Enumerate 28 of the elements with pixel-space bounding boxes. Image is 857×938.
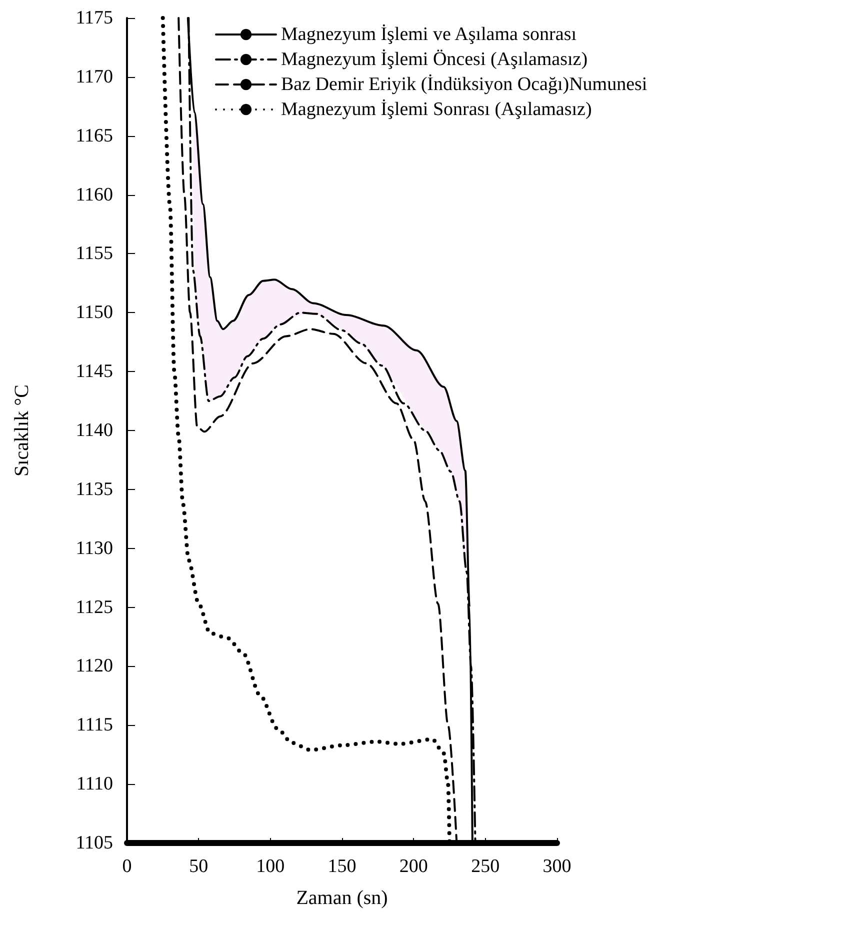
legend-label: Magnezyum İşlemi Öncesi (Aşılamasız) bbox=[281, 49, 588, 70]
y-tick-label: 1115 bbox=[76, 714, 113, 736]
x-tick-label: 50 bbox=[189, 856, 208, 877]
y-tick-label: 1155 bbox=[76, 243, 113, 264]
legend-label: Magnezyum İşlemi ve Aşılama sonrası bbox=[281, 24, 576, 45]
x-tick-label: 250 bbox=[471, 856, 500, 877]
x-tick-label: 0 bbox=[122, 856, 132, 877]
y-tick-label: 1110 bbox=[76, 774, 113, 795]
y-tick-label: 1140 bbox=[76, 420, 113, 441]
y-tick-label: 1150 bbox=[76, 302, 113, 324]
legend-label: Magnezyum İşlemi Sonrası (Aşılamasız) bbox=[281, 99, 592, 120]
y-tick-label: 1125 bbox=[76, 596, 113, 618]
y-tick-label: 1160 bbox=[76, 184, 113, 206]
x-tick-label: 200 bbox=[399, 856, 428, 877]
y-tick-label: 1130 bbox=[76, 538, 113, 559]
y-tick-label: 1170 bbox=[76, 66, 113, 88]
y-tick-label: 1135 bbox=[76, 478, 113, 500]
y-tick-label: 1175 bbox=[76, 8, 113, 28]
y-tick-label: 1145 bbox=[76, 361, 113, 382]
x-tick-label: 300 bbox=[542, 856, 572, 877]
y-axis-title: Sıcaklık °C bbox=[11, 384, 33, 476]
x-tick-label: 100 bbox=[256, 856, 285, 877]
y-tick-label: 1120 bbox=[76, 656, 113, 677]
y-tick-label: 1165 bbox=[76, 125, 113, 146]
y-tick-label: 1105 bbox=[76, 832, 113, 854]
legend-label: Baz Demir Eriyik (İndüksiyon Ocağı)Numunesi bbox=[281, 74, 648, 95]
x-axis-title: Zaman (sn) bbox=[296, 887, 388, 909]
x-tick-label: 150 bbox=[328, 856, 356, 877]
